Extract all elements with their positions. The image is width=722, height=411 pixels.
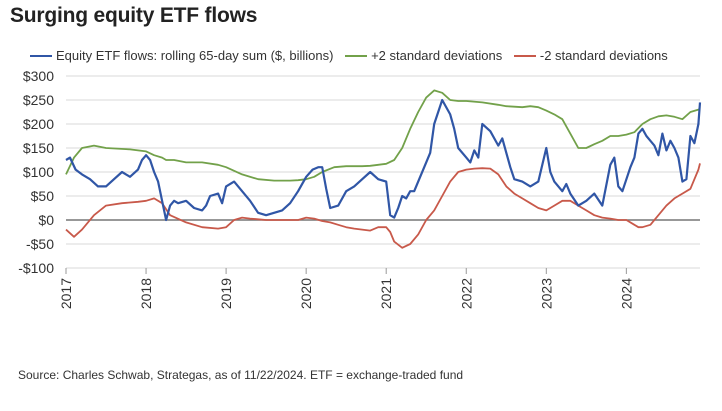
y-tick-label: $300: [23, 68, 54, 84]
legend-label-lower: -2 standard deviations: [539, 48, 668, 63]
y-axis-ticks: $300 $250 $200 $150 $100 $50 $0 -$50 -$100: [18, 68, 54, 276]
x-tick-label: 2020: [298, 278, 314, 309]
gridlines: [66, 75, 700, 269]
x-tick-label: 2019: [218, 278, 234, 309]
x-tick-label: 2017: [58, 278, 74, 309]
y-tick-label: -$50: [26, 236, 54, 252]
legend-swatch-upper: [345, 54, 368, 57]
chart-legend: Equity ETF flows: rolling 65-day sum ($,…: [30, 48, 676, 63]
legend-swatch-lower: [513, 54, 536, 57]
y-tick-label: $250: [23, 92, 54, 108]
y-tick-label: $200: [23, 116, 54, 132]
x-tick-label: 2024: [618, 278, 634, 309]
legend-swatch-flows: [30, 54, 52, 57]
legend-item-lower: -2 standard deviations: [513, 48, 668, 63]
x-tick-label: 2021: [378, 278, 394, 309]
x-tick-label: 2022: [458, 278, 474, 309]
y-tick-label: $100: [23, 164, 54, 180]
y-tick-label: $0: [38, 212, 54, 228]
legend-item-upper: +2 standard deviations: [345, 48, 502, 63]
legend-item-flows: Equity ETF flows: rolling 65-day sum ($,…: [30, 48, 333, 63]
legend-label-flows: Equity ETF flows: rolling 65-day sum ($,…: [56, 48, 334, 63]
series-line-lower-band: [65, 163, 701, 249]
chart-title: Surging equity ETF flows: [10, 4, 258, 27]
series-line-upper-band: [65, 89, 701, 182]
x-tick-label: 2018: [138, 278, 154, 309]
line-chart: $300$250$200$150$100$50$0-$50-$100 2017 2…: [18, 68, 702, 309]
series-lines: [65, 89, 702, 249]
series-line-flows: [65, 98, 702, 222]
x-tick-label: 2023: [538, 278, 554, 309]
x-axis-ticks: 2017 2018 2019 2020 2021 2022 2023 2024: [58, 268, 634, 309]
y-tick-label: $50: [31, 188, 55, 204]
source-note: Source: Charles Schwab, Strategas, as of…: [18, 368, 464, 382]
legend-label-upper: +2 standard deviations: [371, 48, 503, 63]
y-tick-label: $150: [23, 140, 54, 156]
y-tick-label: -$100: [18, 260, 54, 276]
